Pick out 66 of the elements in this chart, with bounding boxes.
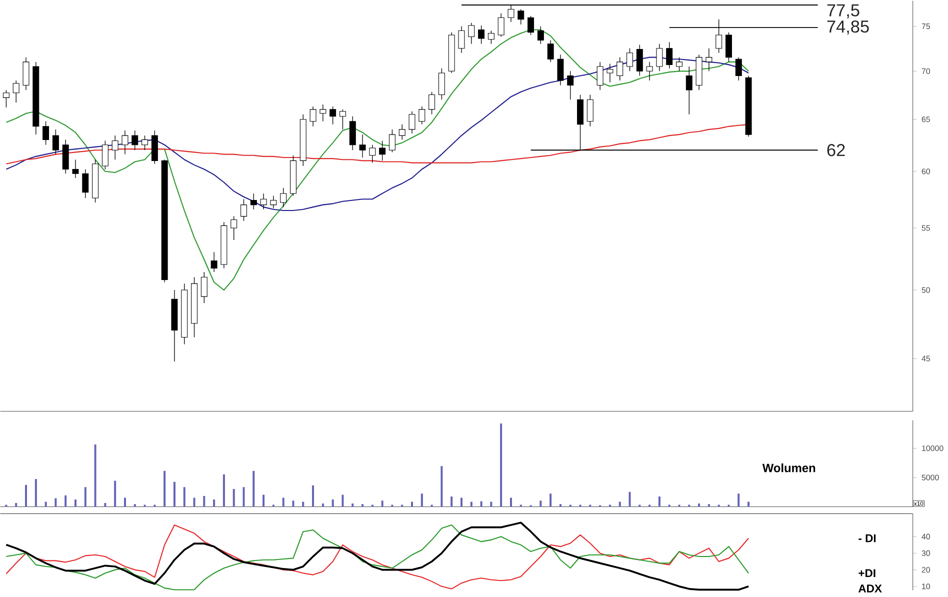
candlestick <box>72 159 79 178</box>
candlestick <box>132 130 138 151</box>
candlestick <box>142 135 148 151</box>
candlestick <box>537 26 544 44</box>
candlestick <box>676 57 682 72</box>
ref-line-label: 74,85 <box>827 20 869 35</box>
candlestick <box>408 111 416 134</box>
candlestick <box>12 80 20 103</box>
candlestick <box>200 272 208 304</box>
candlestick <box>320 104 326 122</box>
candlestick <box>706 48 712 72</box>
candlestick <box>310 106 316 127</box>
candlestick <box>478 25 485 44</box>
candlestick <box>438 68 445 100</box>
candlestick <box>468 22 475 44</box>
candlestick <box>606 64 614 83</box>
candlestick <box>122 130 128 155</box>
ref-line-label: 77,5 <box>827 4 860 19</box>
candlestick <box>498 13 504 38</box>
text: +DI <box>858 569 876 578</box>
candlestick <box>686 66 692 115</box>
candlestick <box>646 62 653 81</box>
candlestick <box>488 30 494 44</box>
candlestick <box>22 57 30 90</box>
candlestick <box>82 169 89 198</box>
candlestick <box>458 26 465 54</box>
candlestick <box>230 216 238 240</box>
candlestick <box>359 134 366 158</box>
candlestick <box>42 121 50 146</box>
candlestick <box>379 140 386 162</box>
candlestick <box>330 106 336 125</box>
candlestick <box>280 188 287 208</box>
candlestick <box>240 198 247 222</box>
candlestick <box>528 16 534 36</box>
candlestick <box>547 40 554 62</box>
candlestick <box>567 70 574 100</box>
candlestick <box>725 32 732 62</box>
candlestick <box>339 109 346 130</box>
candlestick <box>418 106 426 125</box>
ref-line-label: 62 <box>827 144 845 156</box>
candlestick <box>636 44 643 76</box>
candlestick <box>388 129 396 153</box>
candlestick <box>210 252 218 272</box>
candlestick <box>428 92 436 115</box>
candlestick <box>52 129 59 155</box>
candlestick <box>270 196 277 209</box>
candlestick <box>369 144 376 164</box>
candlestick <box>102 140 108 170</box>
candlestick <box>616 57 624 81</box>
candlestick <box>260 193 267 210</box>
candlestick <box>666 42 673 69</box>
candlestick <box>349 116 356 151</box>
candlestick <box>112 135 118 160</box>
candlestick <box>557 54 564 86</box>
candlestick <box>596 62 604 90</box>
candlestick <box>518 8 524 25</box>
text: ADX <box>858 584 882 592</box>
candlestick <box>250 193 257 210</box>
annotation: Wolumen <box>762 464 816 472</box>
text: - DI <box>858 534 876 542</box>
candlestick <box>735 57 742 81</box>
candlestick <box>626 48 633 72</box>
candlestick <box>656 44 663 72</box>
candlestick <box>586 94 594 127</box>
candlestick <box>2 90 10 108</box>
candlestick <box>398 124 406 140</box>
